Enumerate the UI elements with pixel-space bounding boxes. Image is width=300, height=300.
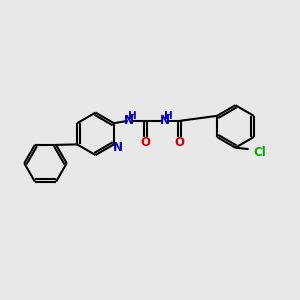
Text: N: N: [112, 141, 122, 154]
Text: O: O: [140, 136, 150, 149]
Text: Cl: Cl: [254, 146, 266, 159]
Text: O: O: [175, 136, 185, 149]
Text: H: H: [164, 111, 173, 121]
Text: N: N: [124, 114, 134, 127]
Text: H: H: [128, 111, 137, 121]
Text: N: N: [160, 114, 170, 127]
